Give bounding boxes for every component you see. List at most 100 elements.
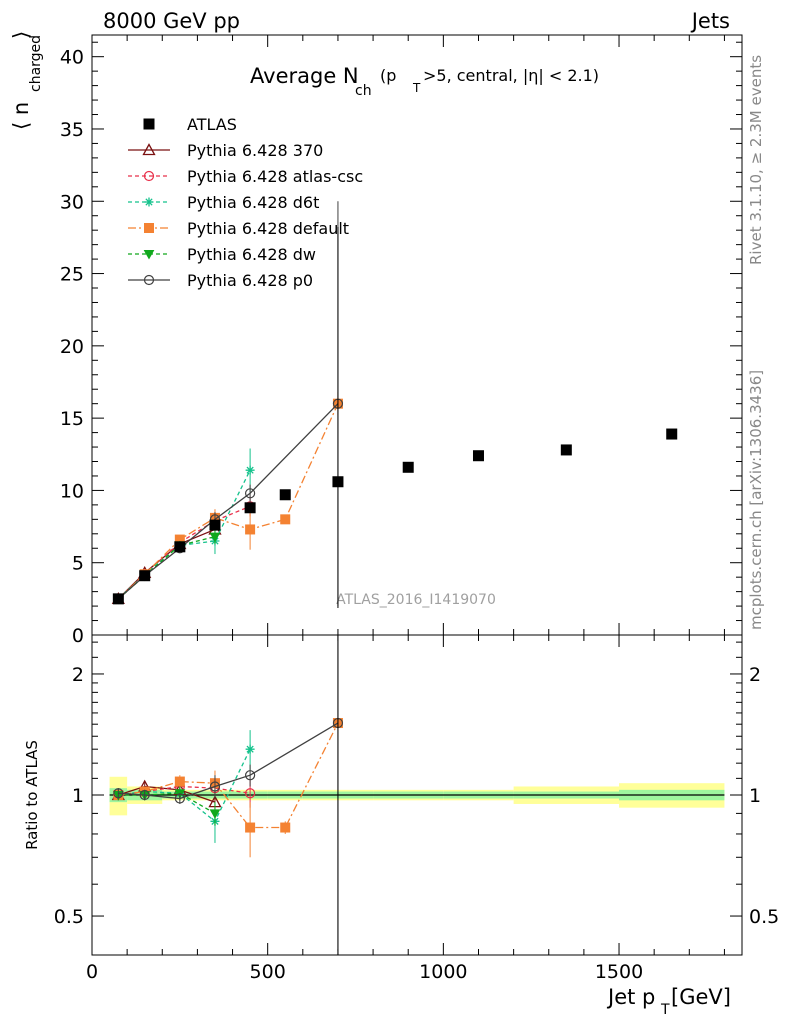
atlas-data-point xyxy=(139,570,151,582)
main-x-axis xyxy=(91,35,725,635)
series-point-shape xyxy=(209,532,221,543)
legend-entry-atlas: ATLAS xyxy=(143,115,237,134)
header-left: 8000 GeV pp xyxy=(103,9,240,33)
svg-text:T: T xyxy=(412,81,421,95)
legend-marker-shape xyxy=(143,170,155,182)
series-ratio-point xyxy=(245,744,255,754)
ratio-plot-area xyxy=(111,635,344,955)
series-0-main xyxy=(111,520,222,605)
ratio-tick-label-right: 1 xyxy=(749,785,761,807)
y-tick-label: 40 xyxy=(60,47,84,69)
series-ratio-point-shape xyxy=(245,822,256,833)
legend-label: Pythia 6.428 default xyxy=(187,219,349,238)
svg-text:[GeV]: [GeV] xyxy=(671,985,731,1009)
series-ratio-point-shape xyxy=(139,789,150,801)
legend-marker-atlas xyxy=(143,118,155,130)
ratio-tick-label-right: 0.5 xyxy=(749,906,779,928)
series-line xyxy=(117,505,251,600)
legend-entry-1: Pythia 6.428 atlas-csc xyxy=(128,167,363,186)
atlas-data-point xyxy=(472,450,484,462)
main-y-axis: 0 5 10 15 20 25 30 35 40 xyxy=(60,41,742,647)
atlas-data-point-shape xyxy=(112,593,124,605)
series-point-shape xyxy=(245,465,255,475)
series-ratio-point xyxy=(245,788,256,799)
series-ratio-point-shape xyxy=(280,822,291,833)
x-axis-label: Jet p T [GeV] xyxy=(606,985,731,1018)
atlas-data-point-shape xyxy=(560,444,572,456)
ratio-tick-label-left: 2 xyxy=(72,664,84,686)
legend-marker xyxy=(144,197,154,207)
x-tick-label: 0 xyxy=(86,961,98,983)
series-point xyxy=(245,488,256,499)
legend-marker xyxy=(143,170,155,182)
ratio-tick-label-left: 0.5 xyxy=(54,906,84,928)
legend-marker-shape xyxy=(142,143,156,156)
y-tick-label: 30 xyxy=(60,191,84,213)
series-2-main xyxy=(113,448,255,604)
legend-entry-0: Pythia 6.428 370 xyxy=(128,141,323,160)
series-ratio-point-shape xyxy=(209,781,221,792)
series-ratio-point xyxy=(280,822,291,833)
series-ratio-point-shape xyxy=(245,744,255,754)
svg-text:charged: charged xyxy=(28,35,44,92)
series-ratio-point xyxy=(209,781,221,792)
atlas-data-point xyxy=(112,593,124,605)
y-tick-label: 20 xyxy=(60,336,84,358)
mcplots-label: mcplots.cern.ch [arXiv:1306.3436] xyxy=(747,370,765,630)
atlas-data-point-shape xyxy=(209,519,221,531)
series-ratio-point xyxy=(209,809,221,819)
atlas-data-point xyxy=(666,428,678,440)
legend-label: ATLAS xyxy=(187,115,237,134)
atlas-data-point xyxy=(402,461,414,473)
atlas-data-point-shape xyxy=(174,541,186,553)
legend-marker xyxy=(142,143,156,156)
atlas-data-point-shape xyxy=(139,570,151,582)
atlas-data-point xyxy=(209,519,221,531)
series-ratio-line xyxy=(118,722,339,829)
y-tick-label: 35 xyxy=(60,119,84,141)
atlas-data-point xyxy=(560,444,572,456)
legend-marker-shape xyxy=(143,274,155,286)
series-ratio-point xyxy=(174,776,185,787)
svg-text:ch: ch xyxy=(355,83,372,99)
atlas-data-point xyxy=(174,541,186,553)
legend-label: Pythia 6.428 370 xyxy=(187,141,323,160)
svg-text:>5, central, |η| < 2.1): >5, central, |η| < 2.1) xyxy=(423,66,599,85)
series-point-shape xyxy=(280,514,291,525)
atlas-data xyxy=(112,227,678,608)
legend-entry-5: Pythia 6.428 p0 xyxy=(128,271,313,290)
atlas-data-point xyxy=(244,502,256,514)
legend-marker-shape xyxy=(144,197,154,207)
svg-text:Jet p: Jet p xyxy=(606,985,655,1009)
series-ratio-point xyxy=(245,770,256,781)
svg-text:⟩: ⟩ xyxy=(9,31,33,39)
legend-label: Pythia 6.428 atlas-csc xyxy=(187,167,363,186)
watermark: ATLAS_2016_I1419070 xyxy=(336,592,496,608)
series-point-shape xyxy=(245,488,256,499)
legend-label: Pythia 6.428 p0 xyxy=(187,271,313,290)
series-line xyxy=(117,528,216,600)
header-right: Jets xyxy=(690,9,730,33)
svg-text:Average N: Average N xyxy=(250,64,359,88)
ratio-tick-label-right: 2 xyxy=(749,664,761,686)
y-tick-label: 15 xyxy=(60,408,84,430)
x-tick-label: 500 xyxy=(250,961,286,983)
series-3-ratio xyxy=(113,717,343,858)
legend: ATLAS Pythia 6.428 370 Pythia 6.428 atlas-… xyxy=(128,115,363,290)
svg-text:T: T xyxy=(660,1002,670,1018)
legend-entry-2: Pythia 6.428 d6t xyxy=(128,193,319,212)
series-ratio-point-shape xyxy=(174,776,185,787)
legend-label: Pythia 6.428 d6t xyxy=(187,193,319,212)
ratio-tick-label-left: 1 xyxy=(72,785,84,807)
series-point xyxy=(209,532,221,543)
atlas-data-point-shape xyxy=(666,428,678,440)
legend-marker xyxy=(143,250,155,260)
atlas-data-point-shape xyxy=(279,489,291,501)
atlas-data-point-shape xyxy=(472,450,484,462)
ratio-y-axis: 0.5 0.5 1 1 2 2 xyxy=(54,641,779,928)
ratio-x-axis: 0 500 1000 1500 xyxy=(86,635,725,983)
series-ratio-point xyxy=(245,822,256,833)
ratio-panel: 0.5 0.5 1 1 2 2 0 500 1000 1500 Ratio to ATLAS xyxy=(23,634,779,983)
main-panel: 0 5 10 15 20 25 30 35 40 ATLAS_2016_I1419070 Ave… xyxy=(9,31,743,647)
chart-title: Average N ch (p T >5, central, |η| < 2.1… xyxy=(250,64,599,99)
